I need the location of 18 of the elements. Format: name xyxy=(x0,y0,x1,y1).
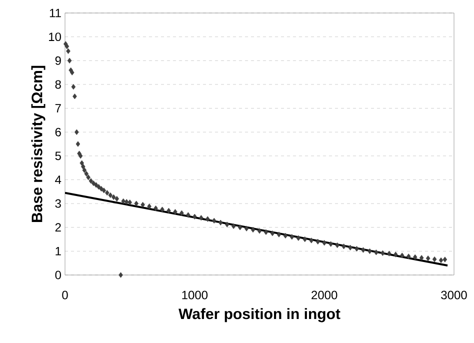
y-tick-label: 7 xyxy=(55,104,61,112)
x-tick-label: 2000 xyxy=(312,290,338,300)
x-axis-title: Wafer position in ingot xyxy=(178,308,340,322)
y-tick-label: 5 xyxy=(55,152,61,160)
y-tick-label: 2 xyxy=(55,223,61,232)
y-tick-label: 4 xyxy=(55,176,62,184)
y-tick-label: 9 xyxy=(55,56,61,65)
y-tick-label: 0 xyxy=(55,270,62,280)
y-tick-label: 6 xyxy=(55,128,61,136)
x-tick-label: 0 xyxy=(62,290,68,300)
y-tick-label: 1 xyxy=(56,247,61,256)
y-tick-label: 8 xyxy=(55,80,61,89)
y-tick-label: 3 xyxy=(55,199,61,208)
y-tick-label: 11 xyxy=(50,8,61,18)
y-axis-title: Base resistivity [Ωcm] xyxy=(31,66,46,222)
x-tick-label: 1000 xyxy=(182,290,208,300)
y-tick-label: 10 xyxy=(49,32,61,42)
x-tick-label: 3000 xyxy=(441,290,467,300)
